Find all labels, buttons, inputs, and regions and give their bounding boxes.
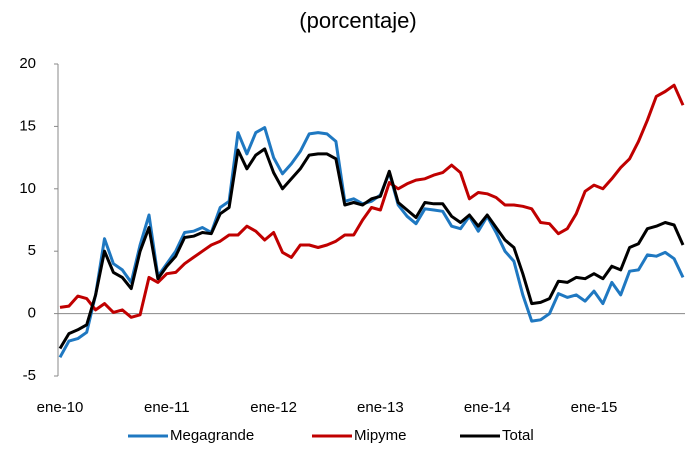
x-tick-label: ene-13 [357,399,404,416]
series-line [59,83,685,319]
legend-label: Megagrande [170,427,254,444]
x-tick-label: ene-11 [144,399,190,416]
x-tick-label: ene-15 [571,399,618,416]
y-tick-label: 20 [19,55,36,72]
y-tick-label: 5 [28,242,36,259]
y-tick-label: 10 [19,180,36,197]
x-tick-label: ene-12 [250,399,297,416]
chart-title: (porcentaje) [299,8,416,33]
y-tick-label: -5 [23,367,36,384]
y-tick-label: 0 [28,305,36,322]
x-tick-label: ene-10 [37,399,84,416]
y-tick-label: 15 [19,117,36,134]
legend-label: Total [502,427,534,444]
x-tick-label: ene-14 [464,399,511,416]
series-line [58,126,685,359]
series-line [58,147,685,350]
legend-label: Mipyme [354,427,407,444]
